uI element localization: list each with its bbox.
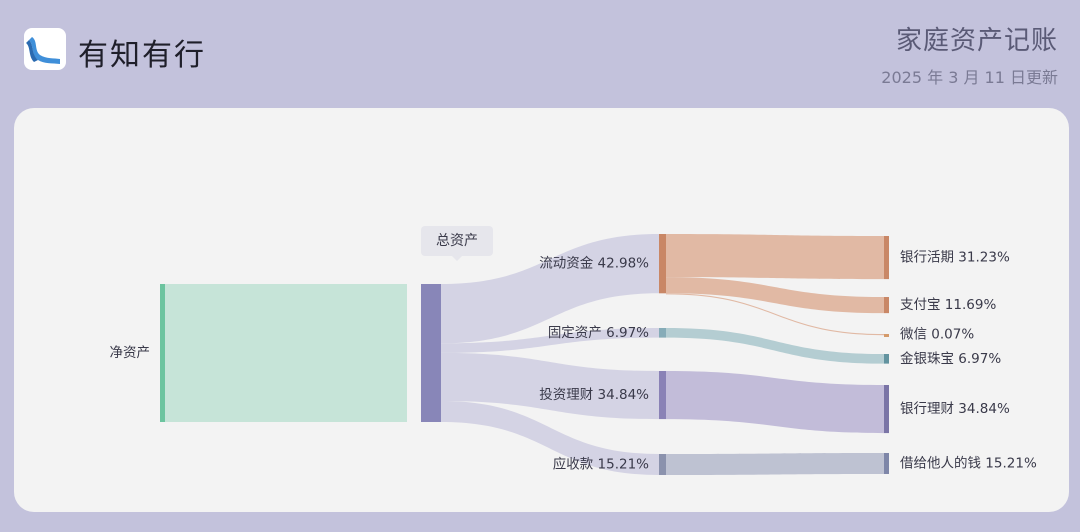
label-wechat: 微信 0.07% [900, 327, 974, 343]
net-assets-label: 净资产 [110, 345, 151, 361]
node-invest [659, 371, 666, 420]
label-bank_wm: 银行理财 34.84% [900, 401, 1010, 417]
node-liquid [659, 234, 666, 294]
flow-fixed-gold [666, 328, 884, 364]
net-assets-node [160, 284, 165, 422]
tag-pointer [452, 256, 462, 261]
total-assets-node [421, 284, 441, 422]
node-receivable [659, 454, 666, 475]
label-liquid: 流动资金 42.98% [539, 256, 649, 272]
flow-total-invest [441, 352, 659, 420]
node-gold [884, 354, 889, 364]
flow-invest-bank_wm [666, 371, 884, 434]
update-date: 2025 年 3 月 11 日更新 [881, 68, 1058, 87]
node-bank_demand [884, 236, 889, 280]
flow-liquid-alipay [666, 277, 884, 314]
app-logo [24, 28, 66, 70]
node-fixed [659, 328, 666, 338]
label-invest: 投资理财 34.84% [539, 387, 649, 403]
label-receivable: 应收款 15.21% [553, 455, 649, 472]
label-gold: 金银珠宝 6.97% [900, 351, 1001, 367]
node-loan [884, 453, 889, 474]
flow-receivable-loan [666, 453, 884, 475]
flow-total-liquid [441, 234, 659, 344]
node-alipay [884, 297, 889, 314]
label-fixed: 固定资产 6.97% [548, 325, 649, 341]
flow-liquid-bank_demand [666, 234, 884, 280]
flow-liquid-wechat [666, 293, 884, 336]
net-assets-fill [164, 284, 407, 422]
brand-name: 有知有行 [78, 38, 206, 73]
node-bank_wm [884, 385, 889, 434]
flow-total-fixed [441, 328, 659, 353]
flow-total-receivable [441, 401, 659, 475]
label-alipay: 支付宝 11.69% [900, 297, 996, 313]
wave-logo-icon [26, 37, 60, 64]
node-wechat [884, 334, 889, 337]
sankey-chart: 净资产 流动资金 42.98% 固定资产 6.97% 投资理财 34.84% 应收款 1… [110, 234, 1037, 475]
total-assets-tag-label: 总资产 [436, 233, 478, 249]
total-assets-tag [421, 226, 493, 256]
label-bank_demand: 银行活期 31.23% [900, 250, 1010, 266]
label-loan: 借给他人的钱 15.21% [900, 455, 1037, 471]
page-title: 家庭资产记账 [895, 26, 1058, 56]
